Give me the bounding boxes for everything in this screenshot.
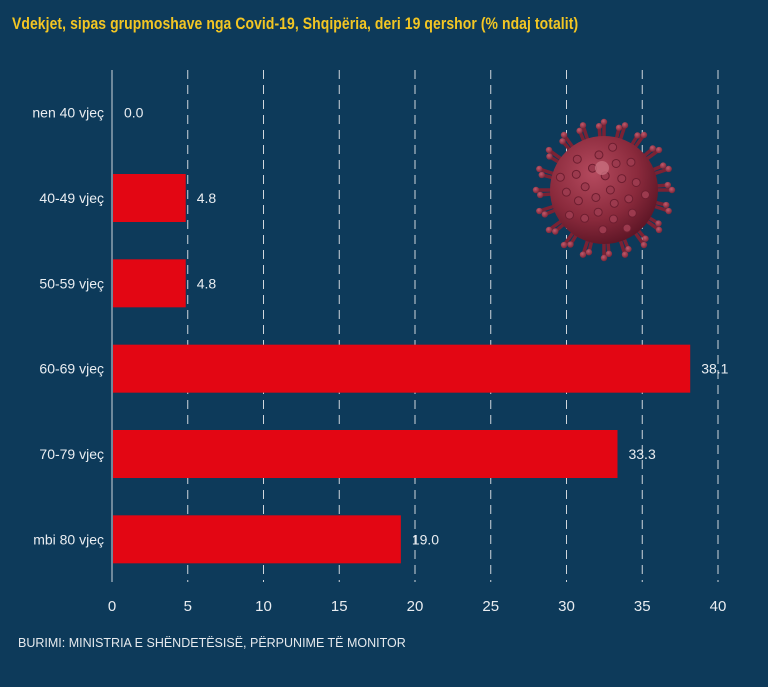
virus-bump	[617, 174, 627, 184]
x-tick-label: 0	[108, 598, 116, 615]
virus-bump	[561, 187, 571, 197]
virus-spike-tip	[567, 241, 574, 248]
x-tick-label: 15	[331, 598, 348, 615]
virus-bump	[640, 190, 650, 200]
virus-spike-tip	[640, 131, 648, 139]
virus-bump	[573, 196, 583, 206]
virus-spike-tip	[642, 235, 649, 242]
virus-bump	[626, 157, 636, 167]
virus-bump	[608, 214, 618, 224]
bar	[113, 344, 691, 393]
bar	[113, 515, 401, 564]
value-label: 4.8	[197, 190, 217, 206]
virus-spike-tip	[536, 207, 543, 215]
virus-bump	[580, 182, 590, 192]
x-tick-label: 10	[255, 598, 272, 615]
virus-spike-tip	[536, 165, 543, 173]
virus-spike-tip	[621, 122, 629, 129]
virus-spike-tip	[579, 122, 587, 129]
virus-spike-tip	[532, 186, 540, 194]
x-tick-label: 25	[482, 598, 499, 615]
virus-bump	[627, 208, 637, 218]
virus-bump	[609, 198, 619, 208]
virus-spike-tip	[634, 132, 641, 139]
category-label: 50-59 vjeç	[39, 275, 104, 291]
virus-spike-tip	[605, 250, 613, 258]
x-tick-label: 5	[184, 598, 192, 615]
virus-bump	[564, 210, 574, 220]
chart-title: Vdekjet, sipas grupmoshave nga Covid-19,…	[12, 14, 579, 33]
virus-spike-tip	[560, 131, 568, 139]
source-note: BURIMI: MINISTRIA E SHËNDETËSISË, PËRPUN…	[18, 636, 406, 650]
virus-spike-tip	[536, 191, 544, 199]
virus-spike-tip	[655, 220, 662, 227]
virus-icon	[532, 118, 676, 262]
virus-highlight	[595, 161, 609, 175]
virus-bump	[598, 225, 608, 235]
category-label: 40-49 vjeç	[39, 190, 104, 206]
category-label: 60-69 vjeç	[39, 361, 104, 377]
virus-spike-tip	[541, 211, 549, 218]
virus-spike-tip	[600, 118, 608, 126]
virus-spike-tip	[621, 251, 629, 258]
virus-spike-tip	[545, 226, 553, 234]
category-label: nen 40 vjeç	[32, 105, 104, 121]
value-label: 38.1	[701, 361, 728, 377]
virus-spike-tip	[649, 145, 656, 152]
virus-bump	[591, 192, 601, 202]
x-tick-label: 30	[558, 598, 575, 615]
gridlines	[111, 70, 719, 582]
virus-spike-tip	[559, 138, 566, 145]
virus-bump	[594, 150, 604, 160]
bar	[113, 259, 186, 308]
virus-bump	[572, 154, 582, 164]
virus-spike-tip	[576, 127, 583, 135]
virus-spike-tip	[585, 249, 593, 256]
virus-spike-tip	[560, 241, 568, 249]
category-label: mbi 80 vjeç	[33, 531, 104, 547]
value-label: 4.8	[197, 275, 217, 291]
bar	[113, 430, 618, 478]
virus-spike-tip	[552, 228, 559, 235]
virus-bump	[571, 169, 581, 179]
virus-spike-tip	[659, 162, 667, 169]
bar	[113, 174, 186, 222]
virus-spike-tip	[664, 181, 672, 189]
value-label: 33.3	[628, 446, 655, 462]
virus-spike-tip	[615, 124, 623, 131]
x-tick-label: 20	[407, 598, 424, 615]
category-label: 70-79 vjeç	[39, 446, 104, 462]
virus-spike-tip	[595, 122, 603, 130]
virus-bump	[580, 213, 590, 223]
virus-spike-tip	[663, 201, 670, 209]
virus-bump	[593, 207, 603, 217]
value-label: 19.0	[412, 531, 439, 547]
virus-bump	[624, 194, 634, 204]
virus-bump	[608, 142, 618, 152]
virus-spike-tip	[640, 241, 648, 249]
virus-spike-tip	[668, 186, 676, 194]
virus-bump	[555, 172, 565, 182]
virus-spike-tip	[546, 153, 553, 160]
virus-spike-tip	[665, 165, 672, 173]
virus-bump	[631, 177, 641, 187]
x-tick-label: 35	[634, 598, 651, 615]
value-label: 0.0	[124, 105, 144, 121]
virus-spike-tip	[655, 146, 663, 154]
virus-spike-tip	[655, 226, 663, 234]
virus-spike-tip	[600, 254, 608, 262]
virus-spike-tip	[625, 245, 632, 253]
virus-spike-tip	[545, 146, 553, 154]
x-tick-label: 40	[710, 598, 727, 615]
virus-bump	[622, 223, 632, 233]
labels: 0 5 10 15 20 25 30 35 40 nen 40 vjeç 0.0 40-49 vjeç…	[32, 105, 728, 615]
virus-bump	[611, 158, 621, 168]
virus-bump	[605, 185, 615, 195]
virus-spike-tip	[665, 207, 672, 215]
virus-spike-tip	[538, 171, 545, 179]
virus-spike-tip	[579, 251, 587, 258]
bars	[113, 174, 691, 564]
